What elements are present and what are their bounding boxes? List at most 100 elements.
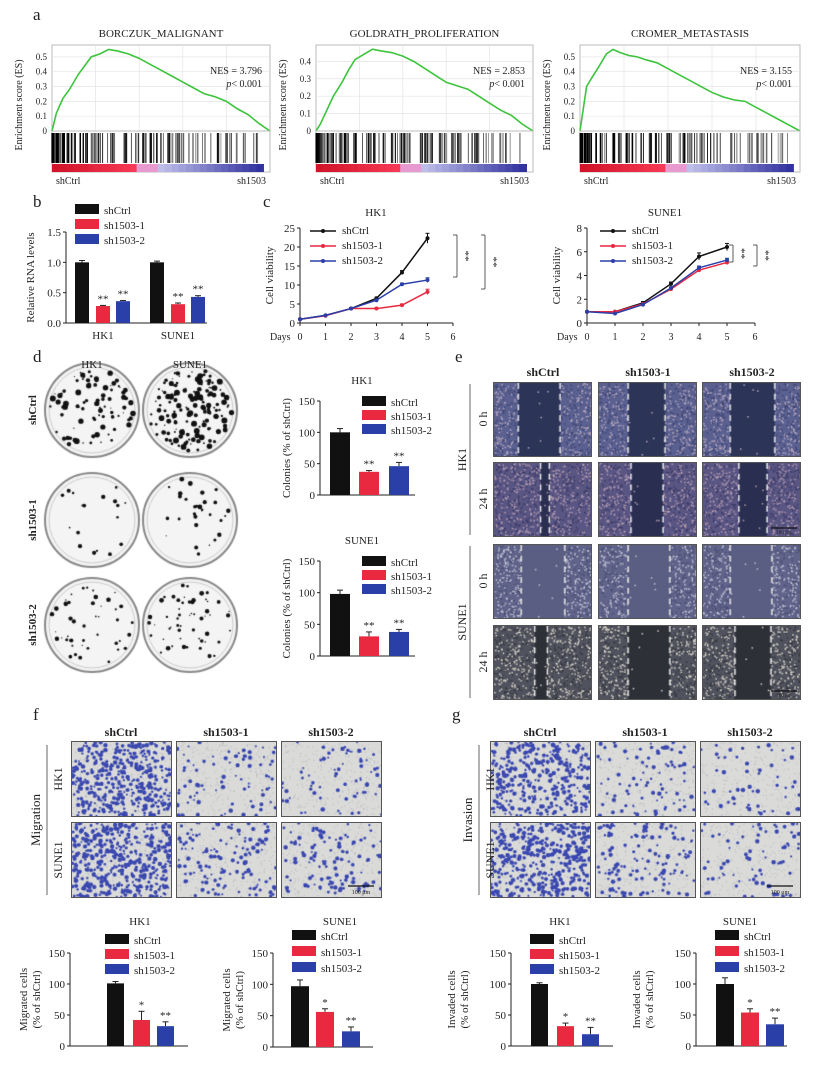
y-tick-label: 0.4 — [36, 67, 48, 77]
significance-stars: ** — [118, 289, 129, 301]
rank-color-segment — [150, 164, 159, 172]
transwell-image — [281, 741, 382, 817]
data-point-shCtrl — [323, 313, 328, 318]
column-label: sh1503-1 — [622, 725, 667, 739]
data-point-sh1503-2 — [323, 313, 328, 318]
phenotype-label-left: shCtrl — [584, 176, 609, 187]
rank-color-segment — [207, 164, 215, 172]
legend-label: sh1503-2 — [321, 963, 362, 975]
significance-stars: ** — [364, 620, 375, 632]
legend-label: sh1503-1 — [559, 950, 600, 962]
data-point-sh1503-2 — [613, 311, 617, 316]
data-point-sh1503-1 — [641, 302, 645, 306]
y-tick-label: 20 — [284, 242, 296, 254]
y-axis-label: Enrichment score (ES) — [14, 59, 25, 150]
rank-color-segment — [235, 164, 243, 172]
y-tick-label: 0 — [310, 490, 316, 502]
rank-color-segment — [435, 164, 443, 172]
data-point-sh1503-2 — [585, 309, 589, 314]
wound-healing-image — [598, 625, 697, 700]
bar-sh1503-2 — [389, 631, 409, 656]
y-tick-label: 0.5 — [47, 288, 61, 300]
legend-marker — [611, 229, 615, 233]
data-point-shCtrl — [641, 300, 645, 305]
rank-color-segment — [421, 164, 429, 172]
legend-label: sh1503-1 — [391, 411, 432, 423]
y-tick-label: 0.3 — [300, 74, 312, 84]
significance-stars: ** — [759, 250, 771, 261]
legend-label: sh1503-2 — [134, 965, 175, 977]
y-axis-label: Relative RNA levels — [25, 232, 37, 322]
y-axis-label: Colonies (% of shCtrl) — [281, 558, 293, 658]
legend-label: sh1503-1 — [632, 240, 673, 252]
y-tick-label: 50 — [257, 1011, 269, 1023]
rank-color-segment — [456, 164, 464, 172]
y-tick-label: 150 — [490, 948, 507, 960]
y-tick-label: 100 — [490, 979, 507, 991]
y-tick-label: 150 — [675, 948, 692, 960]
data-point-sh1503-1 — [669, 287, 673, 292]
column-label: shCtrl — [105, 725, 138, 739]
transwell-image — [71, 822, 172, 898]
time-label: 0 h — [476, 412, 490, 427]
y-tick-label: 0.3 — [564, 82, 576, 92]
es-curve — [51, 48, 271, 132]
series-line-shCtrl — [299, 237, 429, 320]
wound-healing-image — [702, 382, 801, 457]
p-symbol: p — [488, 79, 494, 90]
y-tick-label: 8 — [577, 223, 583, 235]
wound-healing-image — [598, 544, 697, 619]
significance-stars: ** — [394, 617, 405, 629]
rank-color-segment — [679, 164, 688, 172]
bar-sh1503-2 — [191, 296, 205, 323]
bar-shCtrl — [107, 983, 124, 1046]
legend-swatch — [530, 934, 554, 944]
bar-chart-g2: 0 50 100 150 SUNE1 Invaded cells (% of shCtrl)… — [631, 916, 787, 1053]
x-axis-label: Days — [270, 332, 291, 343]
legend-swatch — [530, 949, 554, 959]
significance-stars: ** — [193, 284, 204, 296]
nes-value: NES = 3.796 — [210, 66, 262, 77]
legend-marker — [611, 259, 615, 263]
y-tick-label: 0 — [60, 1041, 66, 1053]
rank-color-segment — [316, 164, 324, 172]
phenotype-label-left: shCtrl — [56, 176, 81, 187]
y-tick-label: 0 — [43, 126, 48, 136]
y-axis-label: Invaded cells — [446, 970, 458, 1028]
x-tick-label: 0 — [298, 332, 303, 343]
rank-color-segment — [115, 164, 123, 172]
data-point-shCtrl — [374, 296, 379, 301]
legend-label: sh1503-1 — [321, 947, 362, 959]
rank-color-segment — [164, 164, 173, 172]
legend-label: shCtrl — [559, 935, 586, 947]
column-label: sh1503-2 — [308, 725, 353, 739]
p-value-text: < 0.001 — [231, 79, 262, 90]
p-value: p< 0.001 — [755, 79, 792, 90]
y-tick-label: 1.0 — [47, 257, 61, 269]
data-point-shCtrl — [669, 281, 673, 286]
y-tick-label: 1.5 — [47, 227, 61, 239]
data-point-sh1503-1 — [585, 309, 589, 314]
column-label: shCtrl — [527, 365, 560, 379]
legend-swatch — [292, 962, 316, 972]
significance-stars: ** — [394, 450, 405, 462]
significance-bracket: ** — [453, 234, 471, 278]
bar-sh1503-1 — [171, 304, 185, 323]
panel-label-d: d — [33, 347, 42, 366]
data-point-sh1503-1 — [349, 306, 353, 311]
panel-label-a: a — [33, 5, 41, 24]
y-tick-label: 0.3 — [36, 82, 48, 92]
rank-color-segment — [587, 164, 595, 172]
y-tick-label: 0.4 — [564, 67, 576, 77]
bar-sh1503-2 — [389, 466, 409, 495]
y-axis-label: Enrichment score (ES) — [542, 59, 553, 150]
column-label: sh1503-2 — [729, 365, 774, 379]
legend-label: sh1503-2 — [104, 235, 145, 247]
column-label: shCtrl — [524, 725, 557, 739]
legend-marker — [321, 244, 325, 248]
y-tick-label: 0 — [310, 651, 316, 663]
y-tick-label: 0.2 — [300, 91, 311, 101]
legend-swatch — [105, 964, 129, 974]
wound-healing-image — [598, 462, 697, 537]
rank-color-segment — [743, 164, 752, 172]
